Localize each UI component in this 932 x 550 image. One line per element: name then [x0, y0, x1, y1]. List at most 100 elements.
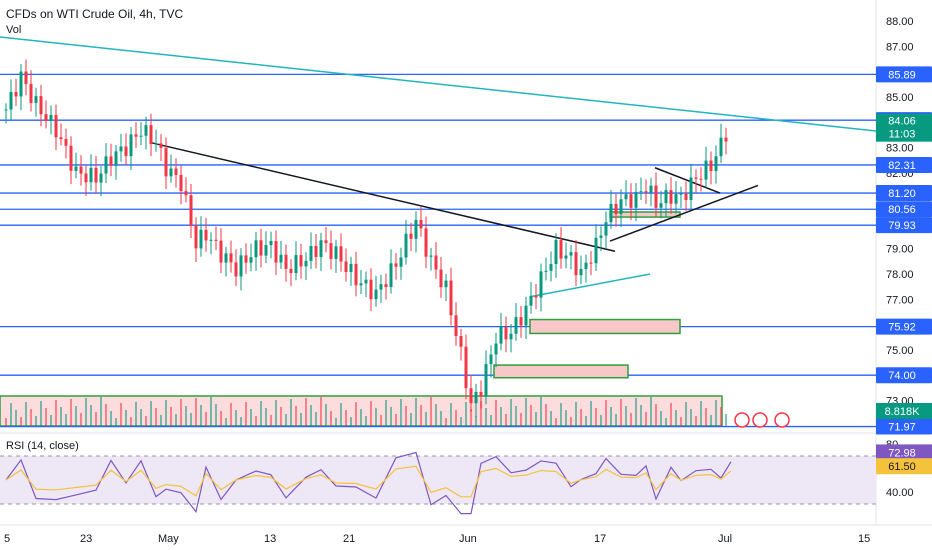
candle-body	[404, 233, 408, 258]
last-price-tag[interactable]	[876, 113, 932, 142]
candle-body	[99, 173, 103, 183]
price-zone	[493, 364, 629, 379]
candle-body	[619, 199, 623, 214]
volume-bar	[505, 414, 507, 426]
candle-body	[129, 134, 133, 157]
level-tag[interactable]	[876, 156, 932, 173]
event-flag-icon[interactable]	[734, 412, 750, 428]
volume-bar	[240, 417, 242, 426]
candle-body	[274, 241, 278, 263]
rsi-ma-tag[interactable]	[876, 458, 932, 475]
volume-bar	[595, 408, 597, 426]
volume-bar	[175, 414, 177, 426]
price-tick-label: 79.00	[886, 244, 914, 256]
candle-body	[229, 253, 233, 263]
candle-body	[604, 222, 608, 236]
price-tick-label: 75.00	[886, 345, 914, 357]
time-tick-label: 17	[594, 533, 606, 545]
level-tag[interactable]	[876, 367, 932, 384]
level-tag[interactable]	[876, 201, 932, 218]
candle-body	[204, 229, 208, 241]
volume-bar	[710, 415, 712, 426]
event-flag-icon[interactable]	[774, 412, 790, 428]
candle-body	[574, 252, 578, 276]
level-tag[interactable]	[876, 185, 932, 202]
volume-bar	[345, 410, 347, 426]
candle-body	[544, 270, 548, 272]
candle-body	[89, 167, 93, 183]
rsi-ma-line	[5, 465, 732, 498]
candle-body	[414, 219, 418, 239]
volume-bar	[75, 406, 77, 426]
candle-body	[249, 257, 253, 263]
candle-body	[714, 156, 718, 172]
volume-bar	[25, 402, 27, 426]
candle-body	[704, 160, 708, 180]
volume-bar	[620, 399, 622, 426]
level-tag[interactable]	[876, 318, 932, 335]
volume-bar	[55, 400, 57, 426]
price-axis[interactable]: 88.0087.0085.0083.0082.0079.0078.0077.00…	[876, 16, 932, 499]
candle-body	[484, 364, 488, 397]
volume-bar	[5, 418, 7, 426]
volume-bar	[380, 415, 382, 426]
candle-body	[409, 233, 413, 239]
candle-body	[269, 241, 273, 246]
volume-bar	[680, 417, 682, 426]
candle-body	[29, 83, 33, 103]
candle-body	[74, 166, 78, 171]
volume-bar	[425, 412, 427, 426]
price-tick-label: 77.00	[886, 294, 914, 306]
time-axis[interactable]: 5 23 May 13 21 Jun 17 Jul 15	[4, 533, 870, 545]
volume-bar	[450, 403, 452, 426]
candle-body	[499, 326, 503, 344]
volume-bar	[325, 404, 327, 426]
candle-body	[639, 191, 643, 193]
volume-bar	[420, 405, 422, 426]
candle-body	[309, 245, 313, 261]
candle-body	[109, 156, 113, 166]
event-flag-icon[interactable]	[752, 412, 768, 428]
candle-body	[679, 193, 683, 195]
rsi-legend[interactable]: RSI (14, close)	[6, 440, 79, 452]
volume-bar	[480, 401, 482, 426]
level-tag[interactable]	[876, 66, 932, 83]
candle-body	[304, 260, 308, 267]
candle-body	[399, 257, 403, 267]
level-tag[interactable]	[876, 217, 932, 234]
candle-body	[519, 317, 523, 326]
symbol-title[interactable]: CFDs on WTI Crude Oil, 4h, TVC	[6, 7, 184, 21]
candle-body	[19, 71, 23, 97]
candle-body	[214, 239, 218, 241]
volume-bar	[475, 416, 477, 426]
candle-body	[649, 185, 653, 193]
candle-body	[194, 225, 198, 249]
candle-body	[664, 190, 668, 204]
candle-body	[114, 151, 118, 166]
candle-body	[59, 137, 63, 140]
volume-label[interactable]: Vol	[6, 24, 22, 36]
candle-body	[104, 156, 108, 174]
candle-body	[279, 254, 283, 263]
volume-tag[interactable]	[876, 403, 932, 419]
volume-bar	[35, 416, 37, 426]
candle-body	[389, 263, 393, 288]
rsi-value-tag[interactable]	[876, 444, 932, 461]
volume-bar	[500, 407, 502, 426]
candle-body	[514, 317, 518, 334]
volume-bar	[80, 413, 82, 426]
volume-bar	[270, 415, 272, 426]
volume-bar	[585, 416, 587, 426]
volume-bar	[30, 409, 32, 426]
volume-bar	[435, 404, 437, 426]
candle-body	[654, 185, 658, 208]
candle-body	[699, 178, 703, 180]
volume-bar	[470, 409, 472, 426]
price-tick-label: 87.00	[886, 41, 914, 53]
level-tag[interactable]	[876, 418, 932, 435]
candle-body	[394, 263, 398, 267]
time-tick-label: 5	[4, 533, 10, 545]
volume-bar	[625, 406, 627, 426]
candle-body	[119, 146, 123, 152]
